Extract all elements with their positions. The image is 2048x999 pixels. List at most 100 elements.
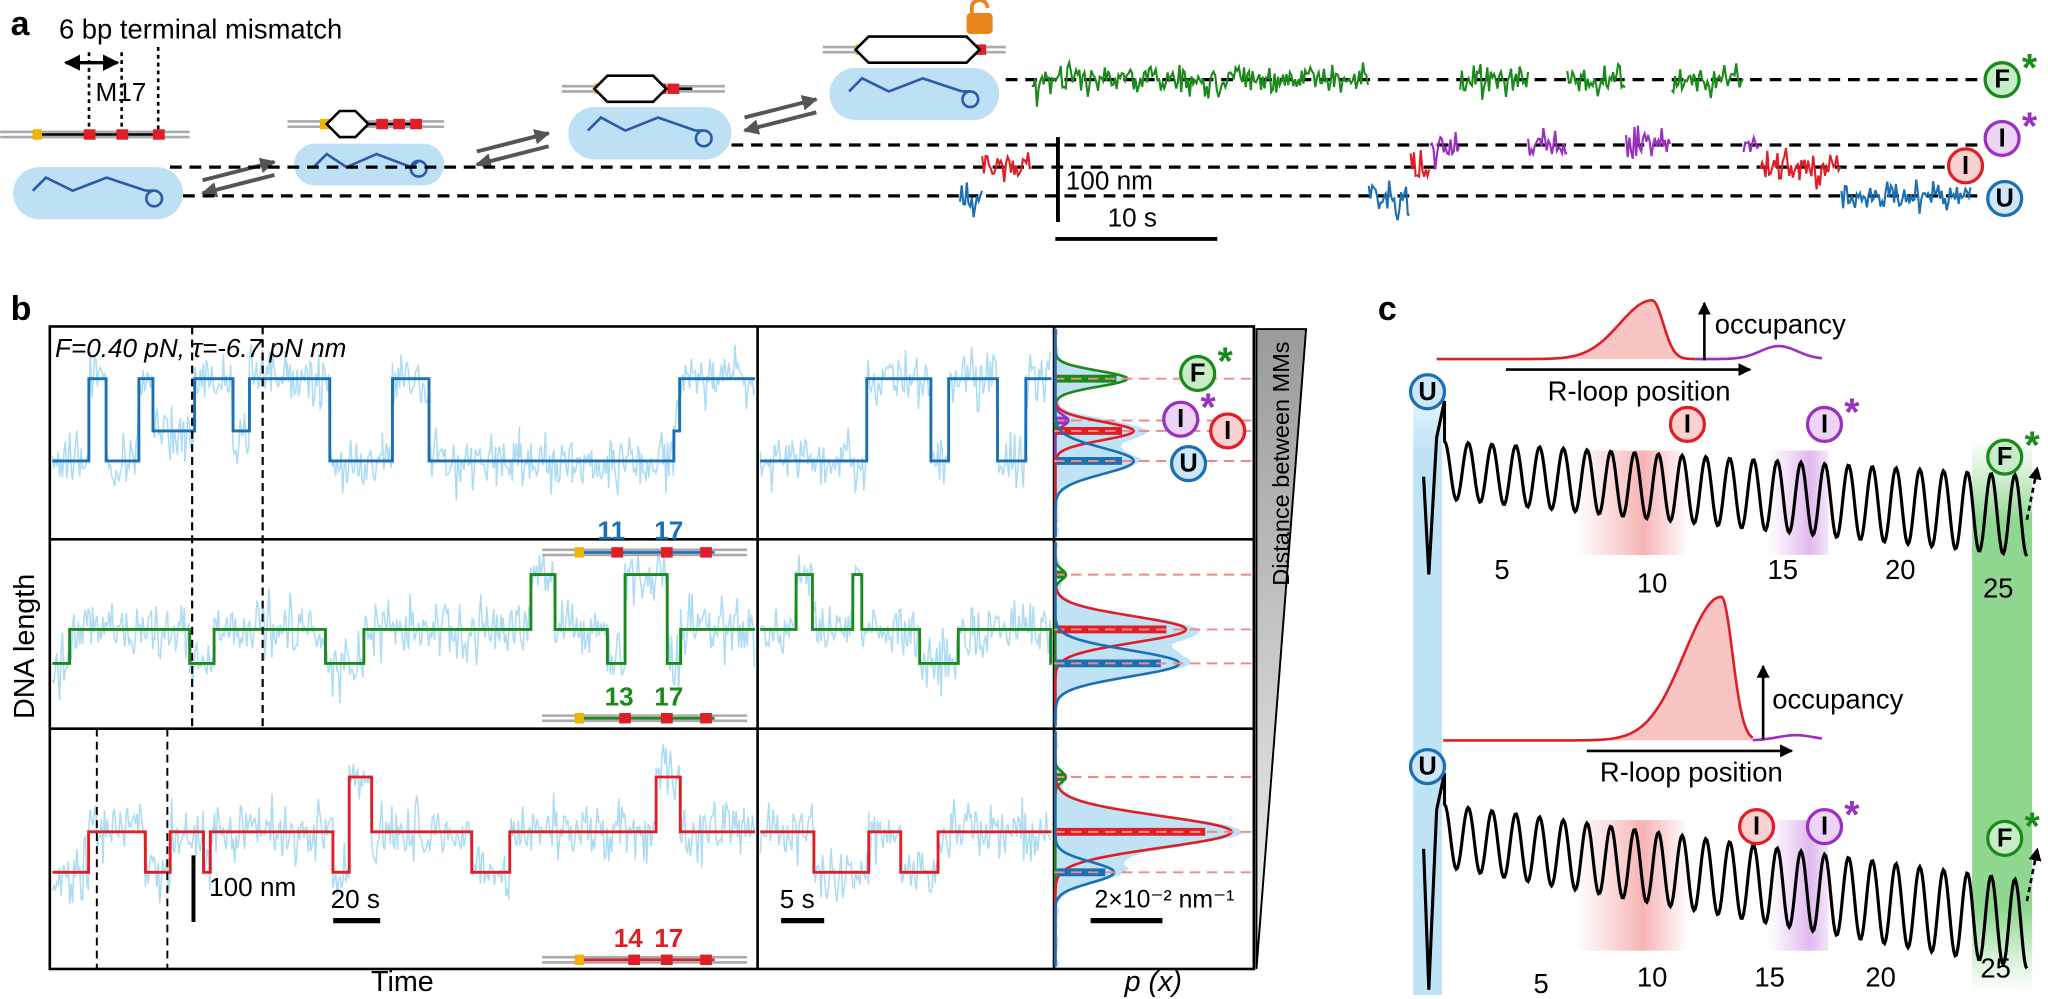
mismatch <box>619 713 631 724</box>
state-letter: I <box>1753 813 1760 841</box>
gradient-label: Distance between MMs <box>1268 341 1294 585</box>
scale-label: 2×10⁻² nm⁻¹ <box>1095 887 1235 914</box>
fitted-trace <box>52 573 755 665</box>
protein <box>829 67 1000 121</box>
mismatch <box>152 129 165 140</box>
position-tick: 10 <box>1637 962 1667 993</box>
mismatch <box>611 547 624 558</box>
state-badge <box>1162 400 1200 438</box>
state-badge <box>1986 819 2024 857</box>
state-badge <box>1986 179 2024 218</box>
mismatch <box>393 118 406 130</box>
mismatch <box>700 954 712 966</box>
state-star: * <box>2025 806 2041 849</box>
position-tick: 20 <box>1865 962 1895 993</box>
fitted-trace <box>52 775 755 874</box>
occupancy-curve <box>1436 299 1696 361</box>
annotation: 6 bp terminal mismatch <box>59 14 342 45</box>
arrow <box>476 129 551 154</box>
state-star: * <box>1844 794 1860 837</box>
position-label: R-loop position <box>1548 375 1731 406</box>
scale-label: 20 s <box>331 884 380 914</box>
panel-label: c <box>1378 290 1397 328</box>
fitted-trace <box>760 377 1052 463</box>
y-axis-title: DNA length <box>9 574 41 719</box>
position-tick: 25 <box>1980 953 2010 984</box>
trace <box>1031 58 1369 107</box>
fitted-trace <box>760 830 1052 874</box>
rna-guide <box>31 176 147 193</box>
r-loop <box>592 74 669 104</box>
arrow <box>201 173 275 198</box>
position-tick: 25 <box>1983 573 2013 604</box>
state-letter: U <box>1418 753 1436 781</box>
mismatch <box>700 547 712 558</box>
mismatch <box>660 954 673 966</box>
raw-trace <box>51 549 756 704</box>
raw-trace <box>759 554 1052 697</box>
state-letter: U <box>1418 378 1436 406</box>
mismatch <box>376 118 389 130</box>
protein <box>294 143 445 186</box>
fitted-trace <box>52 377 755 463</box>
occupancy-label: occupancy <box>1772 684 1903 715</box>
trace <box>1459 63 1530 100</box>
label-yellow <box>320 118 330 130</box>
conditions: F=0.40 pN, τ=-6.7 pN nm <box>55 333 346 363</box>
density-fit <box>1054 731 1116 967</box>
mismatch-position: 17 <box>654 682 683 712</box>
position-tick: 5 <box>1494 554 1509 585</box>
rna-guide <box>586 115 696 133</box>
state-badge <box>1668 405 1706 444</box>
state-letter: I <box>1177 405 1184 433</box>
mismatch <box>660 713 673 724</box>
lock <box>966 13 993 34</box>
state-letter: I <box>1821 410 1828 438</box>
position-tick: 10 <box>1637 567 1667 598</box>
scale-label: 5 s <box>780 884 815 914</box>
mismatch <box>660 547 673 558</box>
state-letter: F <box>1997 443 2013 471</box>
raw-trace <box>759 346 1052 493</box>
density-fit <box>1054 541 1181 727</box>
position-tick: 15 <box>1767 554 1797 585</box>
trace <box>1409 150 1431 181</box>
r-loop <box>853 35 982 64</box>
protein <box>13 167 184 220</box>
state-badge <box>1408 747 1447 786</box>
occupancy-curve <box>1695 344 1823 361</box>
trace <box>1367 180 1410 221</box>
state-badge <box>1946 147 1985 185</box>
position-tick: 20 <box>1885 554 1915 585</box>
state-star: * <box>2022 47 2038 90</box>
mismatch-position: 11 <box>598 516 626 546</box>
state-star: * <box>2025 424 2041 467</box>
x-axis-title: Time <box>371 966 434 998</box>
protein <box>568 107 732 160</box>
state-badge <box>1805 808 1844 846</box>
label-yellow <box>574 547 584 558</box>
state-badge <box>1209 412 1247 450</box>
state-badge <box>1983 61 2021 99</box>
state-star: * <box>1201 386 1217 429</box>
state-badge <box>1737 808 1776 846</box>
rna-guide <box>848 76 963 93</box>
occupancy-fill <box>1607 596 1753 741</box>
trace <box>1566 61 1626 97</box>
state-letter: I <box>1962 152 1969 180</box>
gradient-triangle <box>1255 328 1308 970</box>
trace <box>1670 63 1744 99</box>
mismatch-position: 17 <box>654 923 683 953</box>
arrow <box>743 110 817 135</box>
occupancy-curve <box>1752 733 1823 742</box>
mismatch-position: 17 <box>654 516 683 546</box>
state-star: * <box>1217 341 1233 384</box>
state-star: * <box>1844 392 1860 435</box>
mismatch <box>700 713 712 724</box>
energy-landscape <box>1422 400 2029 575</box>
arrow <box>475 144 550 169</box>
label-yellow <box>574 713 584 724</box>
panel-frame <box>48 325 1256 971</box>
trace <box>1624 125 1672 160</box>
